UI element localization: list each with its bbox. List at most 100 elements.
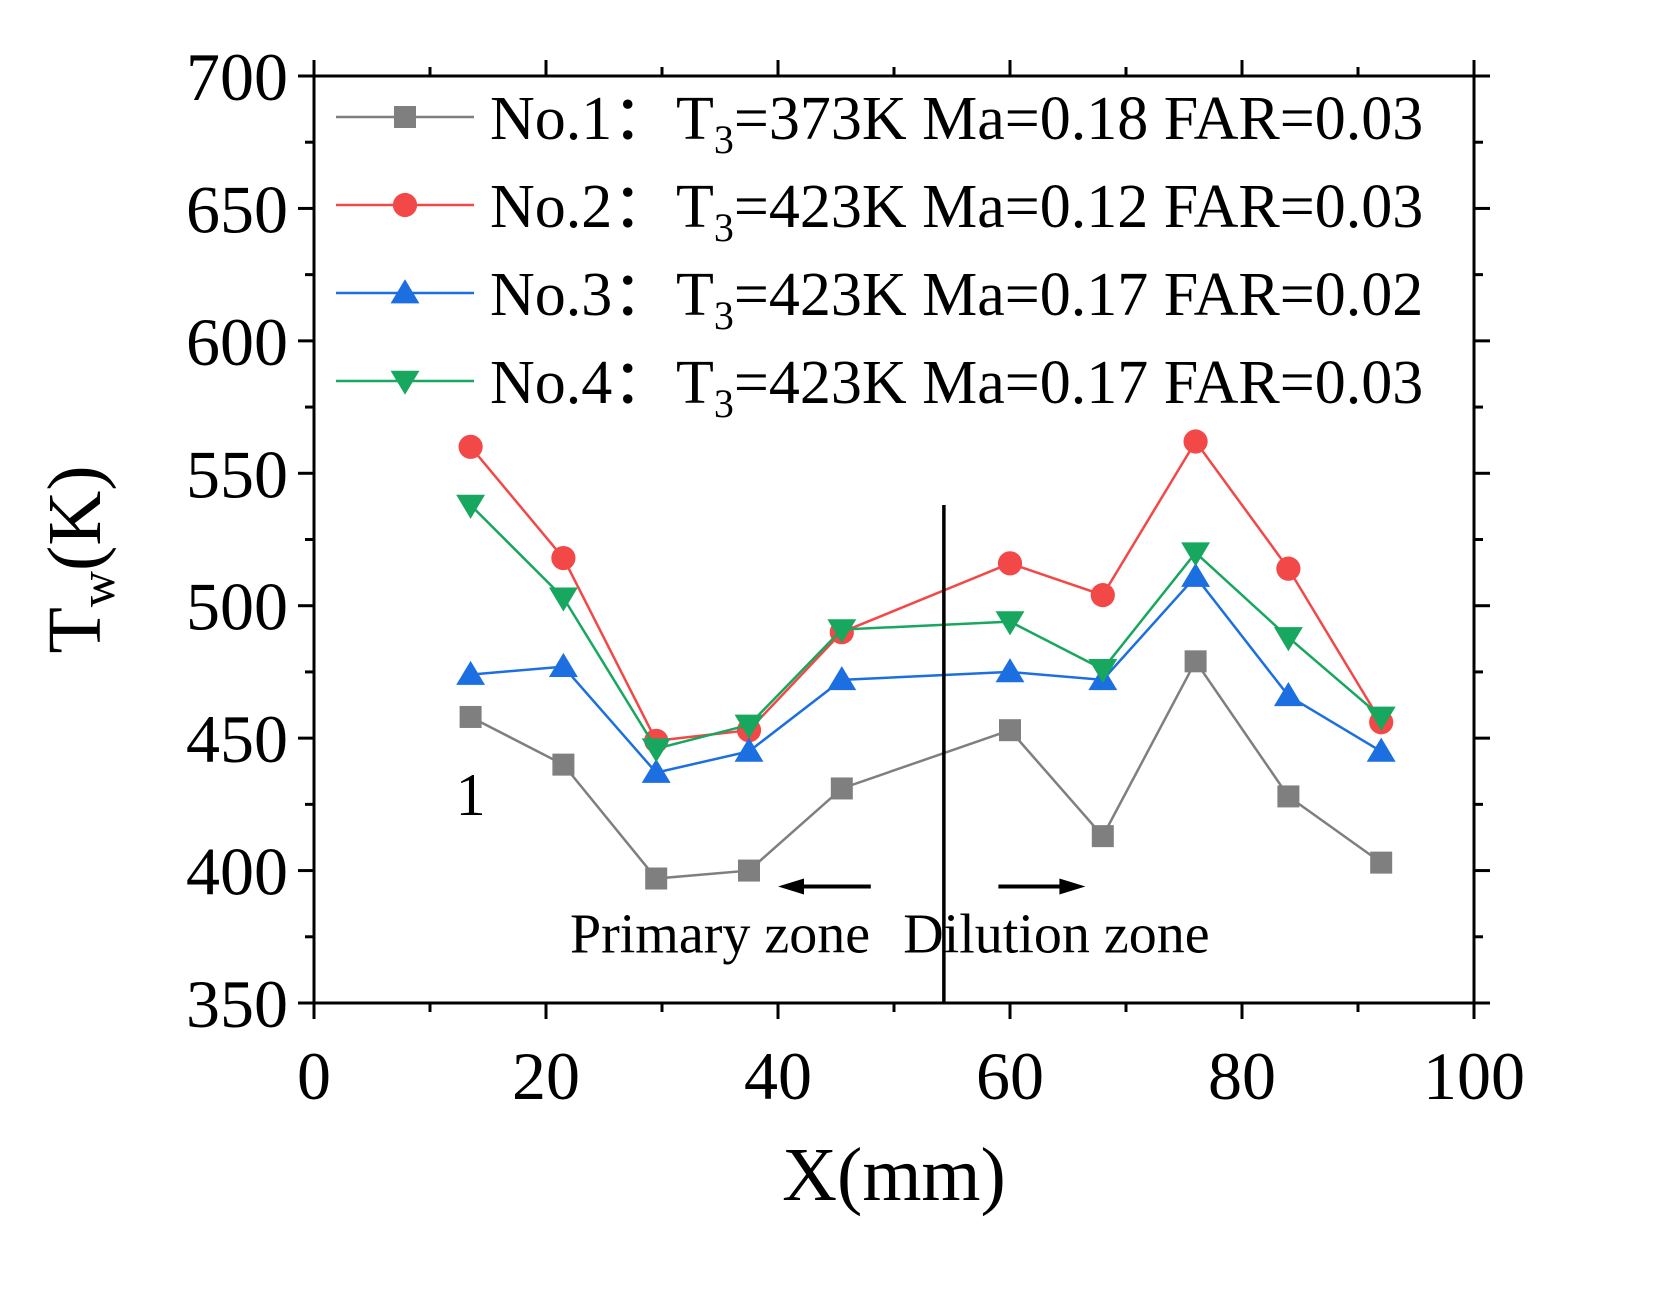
data-point: [738, 859, 760, 882]
annotation: Dilution zone: [903, 904, 1209, 966]
legend-t: T: [676, 349, 714, 417]
data-point: [392, 192, 418, 218]
data-point: [1181, 562, 1211, 587]
legend-label: No.3：: [490, 261, 674, 329]
data-point: [641, 738, 671, 763]
data-point: [995, 611, 1025, 636]
y-tick-label: 400: [186, 834, 288, 910]
data-point: [997, 551, 1023, 576]
data-point: [1366, 706, 1396, 731]
data-point: [999, 719, 1021, 742]
legend-rest: =423K Ma=0.17 FAR=0.02: [734, 261, 1423, 329]
series-3: [456, 562, 1396, 783]
y-axis-label-main: T: [33, 607, 117, 653]
data-point: [1181, 542, 1211, 567]
data-point: [548, 652, 578, 677]
data-point: [548, 587, 578, 612]
y-axis-label: Tw(K): [33, 465, 125, 653]
legend-condition: T3=423K Ma=0.12 FAR=0.03: [676, 173, 1423, 250]
legend-label: No.4：: [490, 349, 674, 417]
data-point: [641, 758, 671, 783]
data-point: [1088, 658, 1118, 684]
x-tick-label: 0: [297, 1038, 331, 1114]
series-1: [459, 650, 1393, 890]
legend-t: T: [676, 261, 714, 329]
series-2: [458, 429, 1394, 753]
y-tick-label: 350: [186, 966, 288, 1042]
plot-frame: [312, 74, 1476, 1005]
data-point: [1370, 851, 1393, 874]
data-point: [456, 660, 486, 685]
y-tick-label: 550: [186, 436, 288, 512]
arrow-head: [1059, 878, 1086, 895]
legend-t-sub: 3: [714, 117, 734, 162]
data-point: [552, 753, 575, 776]
data-point: [390, 370, 420, 395]
data-point: [1366, 737, 1396, 762]
legend-rest: =423K Ma=0.12 FAR=0.03: [734, 173, 1423, 241]
data-point: [827, 666, 857, 691]
legend-t-sub: 3: [714, 293, 734, 338]
legend-item-2: No.2： T3=423K Ma=0.12 FAR=0.03: [336, 173, 1423, 250]
legend-item-1: No.1： T3=373K Ma=0.18 FAR=0.03: [336, 85, 1423, 162]
legend-label: No.2：: [490, 173, 674, 241]
y-tick-label: 700: [186, 39, 288, 115]
data-point: [1184, 650, 1207, 673]
data-point: [1273, 682, 1303, 707]
data-point: [390, 279, 420, 304]
data-point: [1277, 785, 1300, 808]
data-point: [551, 545, 576, 571]
series-line: [469, 504, 1383, 751]
y-tick-label: 500: [186, 569, 288, 645]
y-tick-label: 650: [186, 171, 288, 247]
y-axis-label-sub: w: [69, 571, 125, 607]
legend-rest: =423K Ma=0.17 FAR=0.03: [734, 349, 1423, 417]
legend-t: T: [676, 173, 714, 241]
data-point: [830, 777, 853, 800]
x-axis-label: X(mm): [782, 1133, 1006, 1217]
annotation: Primary zone: [570, 904, 870, 966]
data-point: [1091, 825, 1114, 848]
series-layer: [456, 429, 1396, 890]
annotation: 1: [456, 762, 486, 828]
annotation-layer: Primary zone Dilution zone 1: [456, 505, 1210, 1003]
x-tick-label: 100: [1423, 1038, 1525, 1114]
legend-item-3: No.3： T3=423K Ma=0.17 FAR=0.02: [336, 261, 1423, 338]
series-line: [470, 658, 1382, 880]
legend-t: T: [676, 85, 714, 153]
x-tick-label: 20: [512, 1038, 580, 1114]
legend-t-sub: 3: [714, 381, 734, 426]
data-point: [1273, 627, 1303, 652]
arrow-head: [778, 878, 804, 895]
data-point: [456, 494, 486, 519]
series-4: [456, 494, 1396, 763]
data-point: [458, 434, 483, 459]
legend-item-4: No.4： T3=423K Ma=0.17 FAR=0.03: [336, 349, 1423, 426]
x-tick-label: 60: [976, 1038, 1044, 1114]
data-point: [645, 867, 668, 890]
data-point: [459, 705, 482, 728]
data-point: [394, 106, 416, 128]
y-tick-labels: 350 400 450 500 550 600 650 700: [186, 39, 288, 1042]
data-point: [734, 714, 764, 739]
series-line: [469, 439, 1383, 743]
legend-t-sub: 3: [714, 205, 734, 250]
data-point: [995, 658, 1025, 683]
x-tick-label: 40: [744, 1038, 812, 1114]
legend-condition: T3=373K Ma=0.18 FAR=0.03: [676, 85, 1423, 162]
y-tick-label: 450: [186, 701, 288, 777]
data-point: [827, 619, 857, 644]
legend-condition: T3=423K Ma=0.17 FAR=0.03: [676, 349, 1423, 426]
x-tick-label: 80: [1208, 1038, 1276, 1114]
x-tick-labels: 0 20 40 60 80 100: [297, 1038, 1525, 1114]
data-point: [1183, 429, 1208, 454]
data-point: [734, 737, 764, 762]
y-tick-label: 600: [186, 304, 288, 380]
data-point: [1090, 583, 1115, 608]
y-axis-label-unit: (K): [33, 465, 117, 571]
series-line: [470, 574, 1382, 774]
legend-label: No.1：: [490, 85, 674, 153]
data-point: [1276, 556, 1301, 581]
